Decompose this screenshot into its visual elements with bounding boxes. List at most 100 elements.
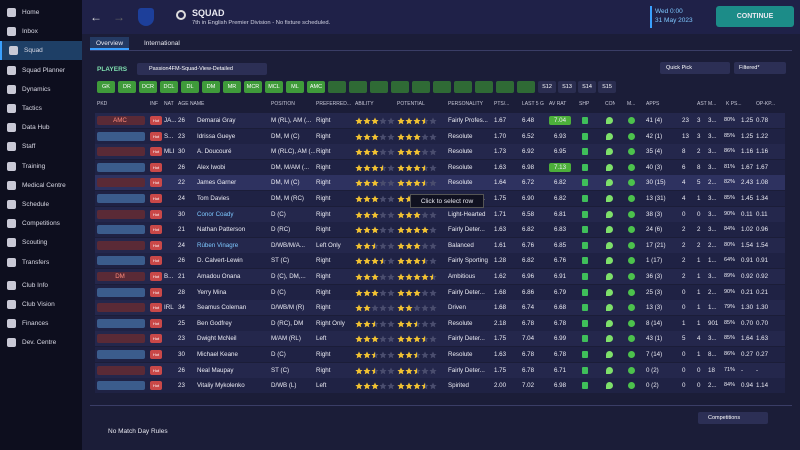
column-header[interactable]: CON [605,101,615,107]
position-filter[interactable]: AMC [307,81,325,93]
sidebar-item[interactable]: Finances [0,314,82,333]
pkd-select[interactable] [97,318,145,328]
sidebar-item[interactable]: Competitions [0,214,82,233]
cell-name[interactable]: Vitaliy Mykolenko [197,382,245,390]
sidebar-item[interactable]: Schedule [0,195,82,214]
sidebar-item[interactable]: Squad Planner [0,61,82,80]
cell-name[interactable]: A. Doucouré [197,148,232,156]
pkd-select[interactable] [97,147,145,157]
column-header[interactable]: POSITION [271,101,295,107]
table-row[interactable] [95,362,785,378]
sidebar-item[interactable]: Data Hub [0,118,82,137]
position-filter[interactable]: DR [118,81,136,93]
position-filter-off[interactable] [328,81,346,93]
cell-name[interactable]: Ben Godfrey [197,319,232,327]
pkd-select[interactable] [97,256,145,266]
table-row[interactable] [95,269,785,284]
column-header[interactable]: PTS/... [494,101,510,107]
position-filter[interactable]: MCR [244,81,262,93]
cell-name[interactable]: Dwight McNeil [197,335,237,343]
column-header[interactable]: M... [627,101,636,107]
pkd-select[interactable] [97,287,145,297]
pkd-select[interactable] [97,209,145,219]
sidebar-item[interactable]: Transfers [0,253,82,272]
position-filter-off[interactable] [349,81,367,93]
table-row[interactable] [95,315,785,331]
quick-pick[interactable]: Quick Pick [660,62,730,74]
set-button[interactable]: S13 [558,81,576,93]
sidebar-item[interactable]: Dev. Centre [0,333,82,352]
table-row[interactable] [95,175,785,191]
cell-name[interactable]: Neal Maupay [197,366,234,374]
position-filter-off[interactable] [517,81,535,93]
sidebar-item[interactable]: Inbox [0,22,82,41]
pkd-select[interactable] [97,303,145,313]
sidebar-item[interactable]: Home [0,3,82,22]
column-header[interactable]: INF [150,101,159,107]
sidebar-item[interactable]: Dynamics [0,80,82,99]
tab[interactable]: International [144,40,180,47]
set-button[interactable]: S14 [578,81,596,93]
table-row[interactable] [95,144,785,160]
cell-name[interactable]: Rúben Vinagre [197,241,239,249]
position-filter-off[interactable] [433,81,451,93]
cell-name[interactable]: Alex Iwobi [197,163,226,171]
table-row[interactable] [95,128,785,144]
position-filter[interactable]: DCR [139,81,157,93]
cell-name[interactable]: Seamus Coleman [197,304,247,312]
cell-name[interactable]: Tom Davies [197,195,230,202]
position-filter[interactable]: DCL [160,81,178,93]
sidebar-item[interactable]: Club Vision [0,295,82,314]
column-header[interactable]: ABILITY [355,101,374,107]
forward-button[interactable]: → [113,10,125,24]
table-row[interactable] [95,159,785,175]
sidebar-item[interactable]: Squad [0,41,82,61]
cell-name[interactable]: Idrissa Gueye [197,132,236,140]
table-row[interactable] [95,113,785,128]
set-button[interactable]: S15 [598,81,616,93]
sidebar-item[interactable]: Medical Centre [0,176,82,195]
sidebar-item[interactable]: Tactics [0,99,82,118]
pkd-select[interactable] [97,334,145,344]
pkd-select[interactable] [97,240,145,250]
table-row[interactable] [95,206,785,222]
table-row[interactable] [95,331,785,347]
pkd-select[interactable] [97,194,145,203]
position-filter-off[interactable] [454,81,472,93]
set-button[interactable]: S12 [538,81,556,93]
table-row[interactable] [95,378,785,394]
cell-name[interactable]: Demarai Gray [197,117,236,124]
column-header[interactable]: AST [697,101,707,107]
column-header[interactable]: LAST 5 GA... [522,101,544,107]
column-header[interactable]: SHP [579,101,589,107]
search-icon[interactable] [176,10,186,20]
pkd-select[interactable] [97,365,145,375]
pkd-select[interactable] [97,272,145,281]
column-header[interactable]: PKD [97,101,108,107]
back-button[interactable]: ← [90,10,102,24]
table-row[interactable] [95,284,785,300]
pkd-select[interactable] [97,131,145,141]
table-row[interactable] [95,222,785,238]
column-header[interactable]: PREFERRED... [316,101,352,107]
position-filter[interactable]: ML [286,81,304,93]
column-header[interactable]: NAT [164,101,174,107]
cell-name[interactable]: Yerry Mina [197,288,227,296]
cell-name[interactable]: James Garner [197,179,237,187]
column-header[interactable]: PERSONALITY [448,101,484,107]
position-filter[interactable]: DL [181,81,199,93]
table-row[interactable] [95,300,785,316]
position-filter-off[interactable] [370,81,388,93]
pkd-select[interactable] [97,178,145,188]
cell-name[interactable]: Conor Coady [197,210,234,218]
position-filter-off[interactable] [412,81,430,93]
pkd-select[interactable] [97,381,145,391]
sidebar-item[interactable]: Club Info [0,276,82,295]
pkd-select[interactable] [97,350,145,359]
view-select[interactable]: Passion4FM-Squad-View-Detailed [137,63,267,75]
table-row[interactable] [95,253,785,269]
position-filter-off[interactable] [496,81,514,93]
position-filter-off[interactable] [475,81,493,93]
tab[interactable]: Overview [90,37,130,50]
column-header[interactable]: M... [708,101,717,107]
